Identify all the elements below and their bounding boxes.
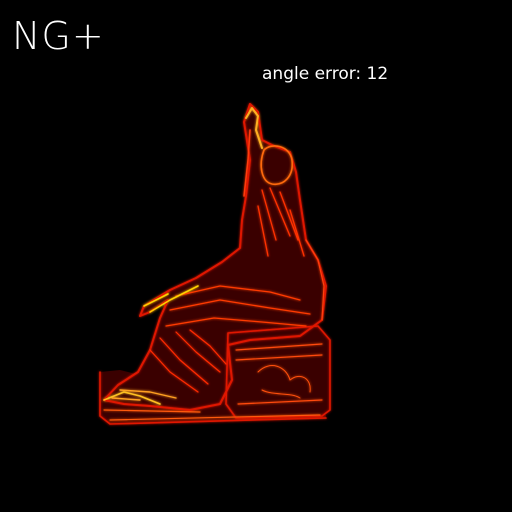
method-label: NG+ bbox=[12, 14, 105, 58]
statue-error-edges bbox=[99, 103, 331, 425]
statue-silhouette bbox=[100, 104, 330, 424]
angle-error-readout: angle error: 12 bbox=[262, 64, 389, 84]
